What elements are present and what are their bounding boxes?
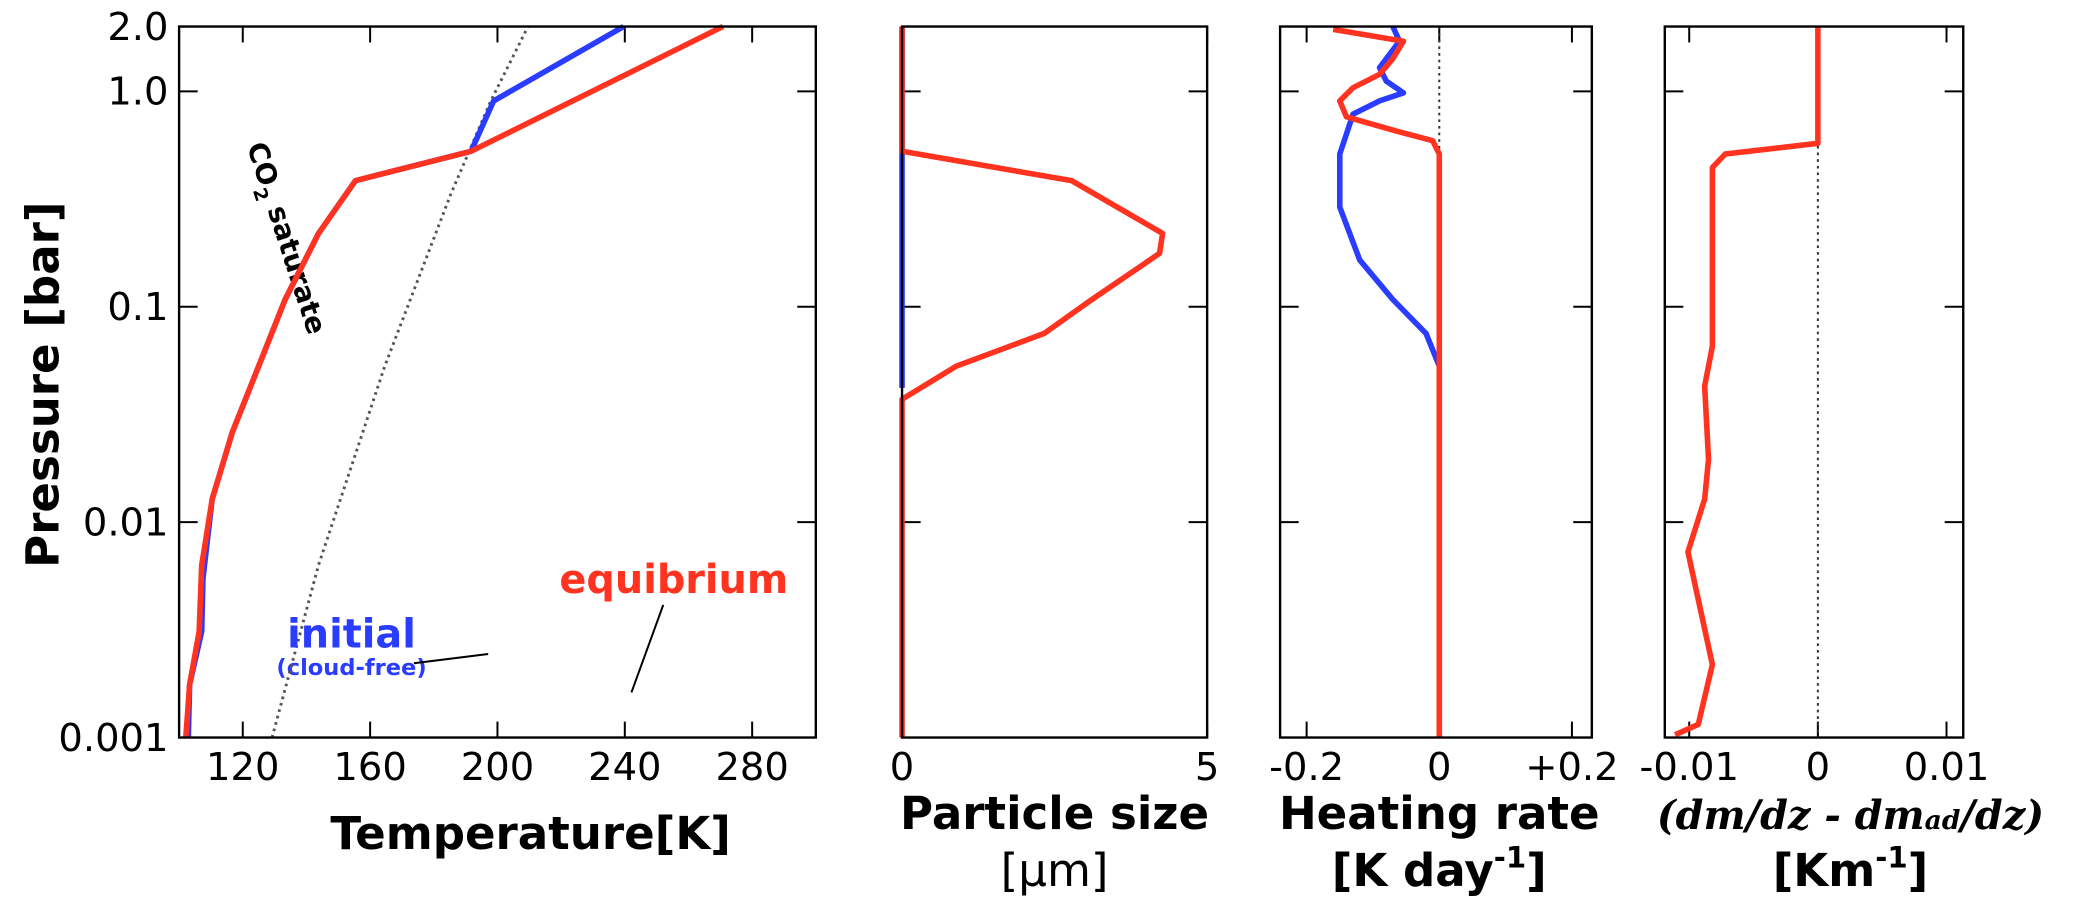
x-axis-unit: [K day-1] [1332, 841, 1547, 898]
title-text: (dm/dz - dm [1657, 793, 1925, 839]
annotation-text: saturate [258, 192, 334, 338]
x-tick-label: 280 [715, 745, 788, 790]
y-tick-label: 0.1 [107, 285, 168, 330]
annotation: (cloud-free) [276, 655, 426, 681]
x-tick-label: 200 [461, 745, 534, 790]
x-tick-label: 0 [1806, 745, 1830, 790]
plot-frame [900, 25, 1209, 739]
x-tick-label: +0.2 [1525, 745, 1618, 790]
annotation-text: CO [240, 138, 285, 190]
series-label: initial [287, 611, 416, 657]
leader-line [413, 652, 489, 665]
series-line [1332, 26, 1443, 738]
title-sub: ad [1925, 805, 1961, 836]
x-axis-title: Temperature[K] [330, 807, 731, 860]
series-line [1337, 25, 1443, 738]
x-tick-label: 0.01 [1904, 745, 1990, 790]
x-tick-label: -0.01 [1639, 745, 1739, 790]
plot-frame [177, 25, 818, 739]
x-tick-label: 5 [1195, 745, 1219, 790]
unit-text: [Km [1773, 844, 1876, 897]
unit-text: [K day [1332, 844, 1494, 897]
y-tick-label: 0.001 [58, 716, 168, 761]
x-tick-label: 120 [206, 745, 279, 790]
series-label: equibrium [559, 557, 788, 603]
y-axis-title: Pressure [bar] [16, 202, 69, 568]
y-tick-label: 1.0 [107, 70, 168, 115]
unit-sup: -1 [1494, 841, 1526, 875]
unit-text: ] [1526, 844, 1547, 897]
x-tick-label: 0 [1427, 745, 1451, 790]
unit-sup: -1 [1875, 841, 1907, 875]
y-tick-label: 0.01 [83, 500, 169, 545]
plot-frame [1663, 25, 1965, 739]
plot-frame [1278, 25, 1594, 739]
x-tick-label: -0.2 [1269, 745, 1344, 790]
series-line [899, 26, 1166, 738]
annotation-sub: 2 [248, 185, 272, 204]
x-axis-title: (dm/dz - dmad/dz) [1657, 793, 2044, 839]
x-axis-unit: [Km-1] [1773, 841, 1929, 898]
series-line [1673, 26, 1821, 738]
leader-line [630, 604, 665, 693]
series-line [183, 24, 725, 738]
x-axis-title: Heating rate [1279, 787, 1600, 840]
title-text: /dz) [1956, 793, 2044, 839]
x-tick-label: 240 [588, 745, 661, 790]
x-tick-label: 160 [333, 745, 406, 790]
x-tick-label: 0 [890, 745, 914, 790]
y-tick-label: 2.0 [107, 5, 168, 50]
unit-text: ] [1908, 844, 1929, 897]
x-axis-title: Particle size [900, 787, 1209, 840]
x-axis-unit: [μm] [1001, 844, 1109, 897]
